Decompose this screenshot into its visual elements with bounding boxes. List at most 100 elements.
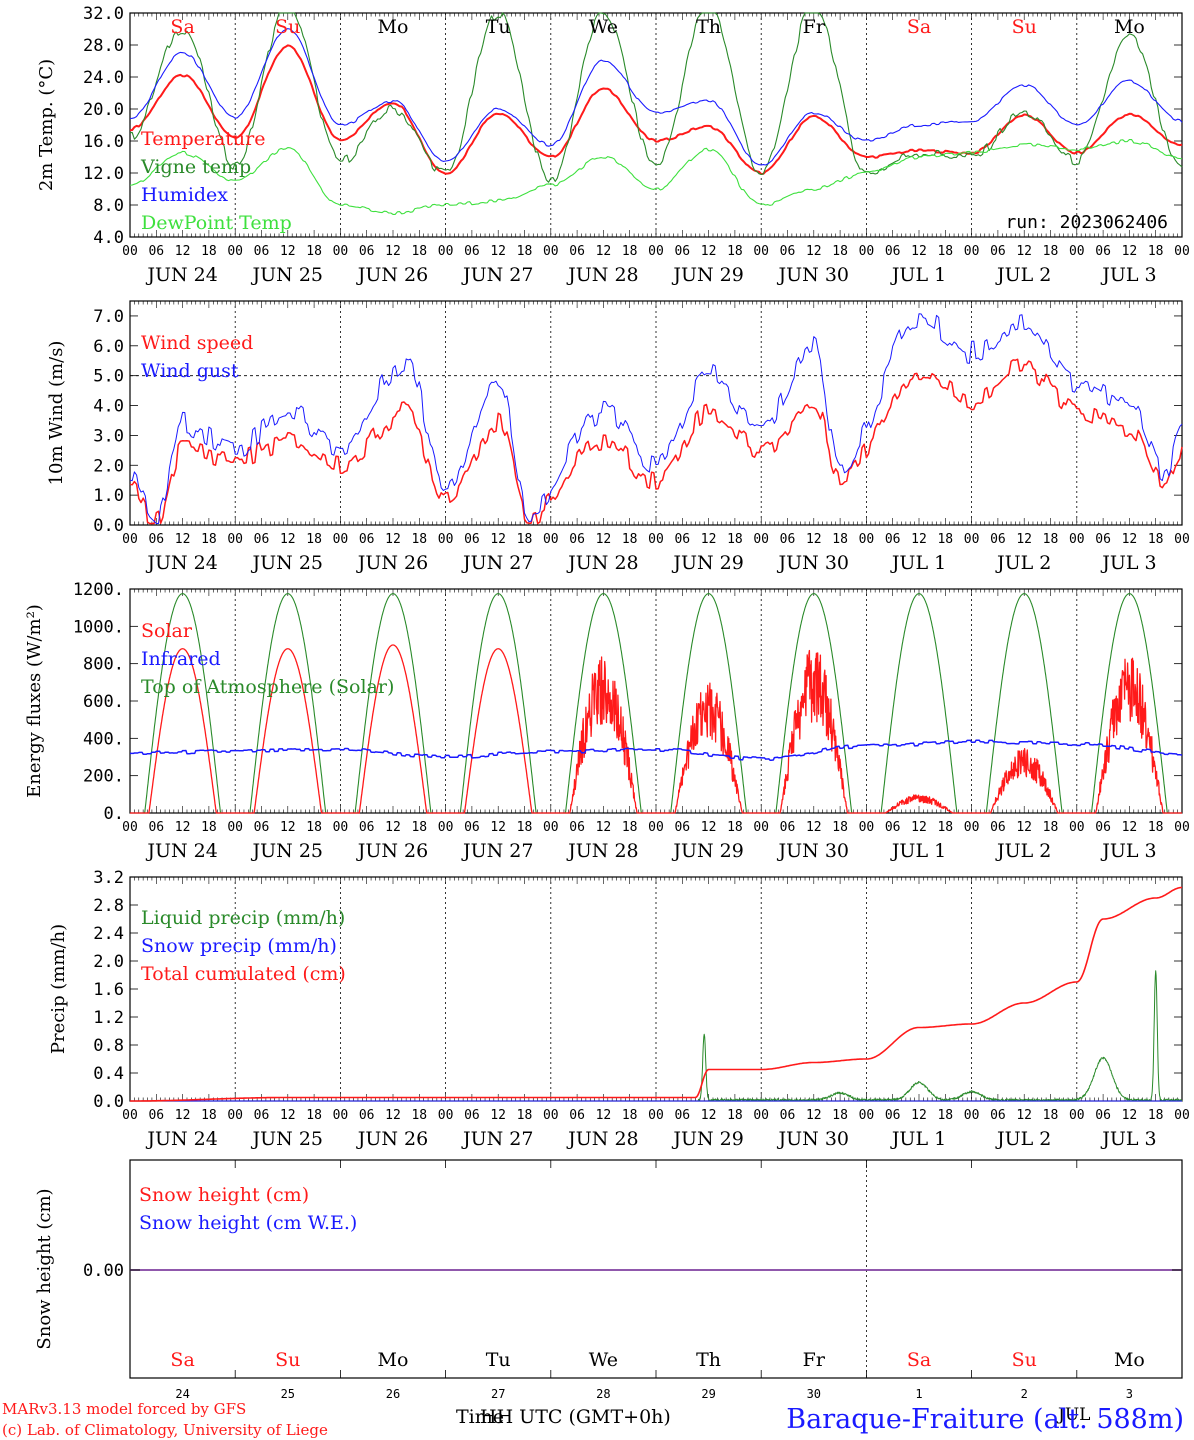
- legend-entry: Snow height (cm W.E.): [139, 1212, 357, 1234]
- date-label: JUL 1: [890, 1128, 946, 1150]
- series-vigne-temp: [129, 12, 1183, 183]
- hour-label: 00: [227, 1108, 243, 1123]
- hour-label: 00: [227, 532, 243, 547]
- date-label: JUL 3: [1100, 552, 1156, 574]
- day-number: 27: [491, 1387, 505, 1401]
- hour-label: 06: [254, 244, 270, 259]
- hour-label: 18: [1043, 820, 1059, 835]
- weekday-label: Tu: [486, 1349, 511, 1371]
- hour-label: 18: [306, 532, 322, 547]
- hour-label: 12: [596, 244, 612, 259]
- hour-label: 00: [122, 532, 138, 547]
- hour-label: 06: [1095, 820, 1111, 835]
- series-wind-speed: [129, 358, 1183, 525]
- legend-entry: Snow precip (mm/h): [141, 935, 337, 957]
- hour-label: 06: [990, 244, 1006, 259]
- hour-label: 18: [832, 1108, 848, 1123]
- series-infrared: [130, 739, 1183, 761]
- y-tick-label: 1.0: [93, 486, 124, 506]
- hour-label: 18: [306, 1108, 322, 1123]
- hour-label: 06: [780, 532, 796, 547]
- hour-label: 18: [832, 820, 848, 835]
- hour-label: 12: [280, 244, 296, 259]
- weekday-label: Mo: [1114, 16, 1145, 38]
- y-tick-label: 200.: [83, 767, 124, 787]
- y-axis-label: 10m Wind (m/s): [46, 341, 67, 486]
- date-label: JUN 27: [461, 264, 533, 286]
- hour-label: 00: [1174, 1108, 1190, 1123]
- day-number: 1: [915, 1387, 922, 1401]
- hour-label: 06: [254, 820, 270, 835]
- y-tick-label: 3.2: [93, 868, 124, 888]
- weekday-label: Su: [275, 1349, 300, 1371]
- y-tick-label: 2.0: [93, 952, 124, 972]
- date-label: JUN 25: [251, 1128, 323, 1150]
- date-label: JUL 1: [890, 840, 946, 862]
- date-label: JUL 2: [995, 264, 1051, 286]
- weekday-label: Th: [696, 16, 721, 38]
- hour-label: 18: [937, 820, 953, 835]
- hour-label: 18: [832, 244, 848, 259]
- series-liquid-precip: [129, 970, 1183, 1102]
- date-label: JUN 25: [251, 840, 323, 862]
- weekday-label: Su: [275, 16, 300, 38]
- weekday-label: Th: [696, 1349, 721, 1371]
- hour-label: 00: [122, 820, 138, 835]
- weekday-label: Tu: [486, 16, 511, 38]
- y-tick-label: 0.0: [93, 1092, 124, 1112]
- hour-label: 00: [648, 244, 664, 259]
- date-label: JUN 26: [356, 840, 428, 862]
- legend-entry: Temperature: [141, 128, 265, 150]
- weekday-label: We: [589, 1349, 618, 1371]
- hour-label: 12: [385, 532, 401, 547]
- hour-label: 06: [148, 1108, 164, 1123]
- hour-label: 00: [543, 1108, 559, 1123]
- hour-label: 18: [411, 532, 427, 547]
- hour-label: 12: [490, 820, 506, 835]
- hour-label: 18: [411, 1108, 427, 1123]
- plot-layer: 4.08.012.016.020.024.028.032.0Sa Su Mo Tu We…: [2, 4, 1190, 1439]
- hour-label: 06: [254, 532, 270, 547]
- hour-label: 12: [175, 820, 191, 835]
- hour-label: 00: [333, 1108, 349, 1123]
- hour-label: 06: [990, 820, 1006, 835]
- hour-label: 06: [990, 532, 1006, 547]
- hour-label: 18: [727, 244, 743, 259]
- y-tick-label: 16.0: [83, 132, 124, 152]
- date-label: JUL 3: [1100, 840, 1156, 862]
- hour-label: 18: [201, 1108, 217, 1123]
- legend-entry: Vigne temp: [140, 156, 251, 178]
- date-label: JUN 29: [671, 264, 743, 286]
- y-tick-label: 800.: [83, 655, 124, 675]
- y-tick-label: 1.6: [93, 980, 124, 1000]
- weekday-label: We: [589, 16, 618, 38]
- date-label: JUN 28: [566, 552, 638, 574]
- hour-label: 00: [1069, 820, 1085, 835]
- hour-label: 00: [333, 244, 349, 259]
- series-total-cumulated: [130, 886, 1182, 1102]
- hour-label: 00: [543, 532, 559, 547]
- hour-label: 18: [937, 532, 953, 547]
- hour-label: 00: [859, 1108, 875, 1123]
- hour-label: 18: [201, 244, 217, 259]
- series-humidex: [129, 28, 1183, 166]
- hour-label: 12: [280, 532, 296, 547]
- hour-label: 18: [937, 1108, 953, 1123]
- date-label: JUN 24: [145, 264, 217, 286]
- hour-label: 18: [1043, 1108, 1059, 1123]
- hour-label: 00: [438, 820, 454, 835]
- hour-label: 00: [753, 532, 769, 547]
- date-label: JUL 3: [1100, 264, 1156, 286]
- y-axis-label: Snow height (cm): [34, 1188, 55, 1349]
- hour-label: 12: [1016, 244, 1032, 259]
- hour-label: 12: [911, 532, 927, 547]
- hour-label: 00: [964, 1108, 980, 1123]
- weekday-label: Mo: [378, 1349, 409, 1371]
- hour-label: 00: [543, 820, 559, 835]
- hour-label: 06: [885, 244, 901, 259]
- date-label: JUN 27: [461, 1128, 533, 1150]
- hour-label: 06: [359, 1108, 375, 1123]
- series-solar: [129, 644, 1183, 814]
- weekday-label: Sa: [170, 16, 194, 38]
- hour-label: 06: [148, 244, 164, 259]
